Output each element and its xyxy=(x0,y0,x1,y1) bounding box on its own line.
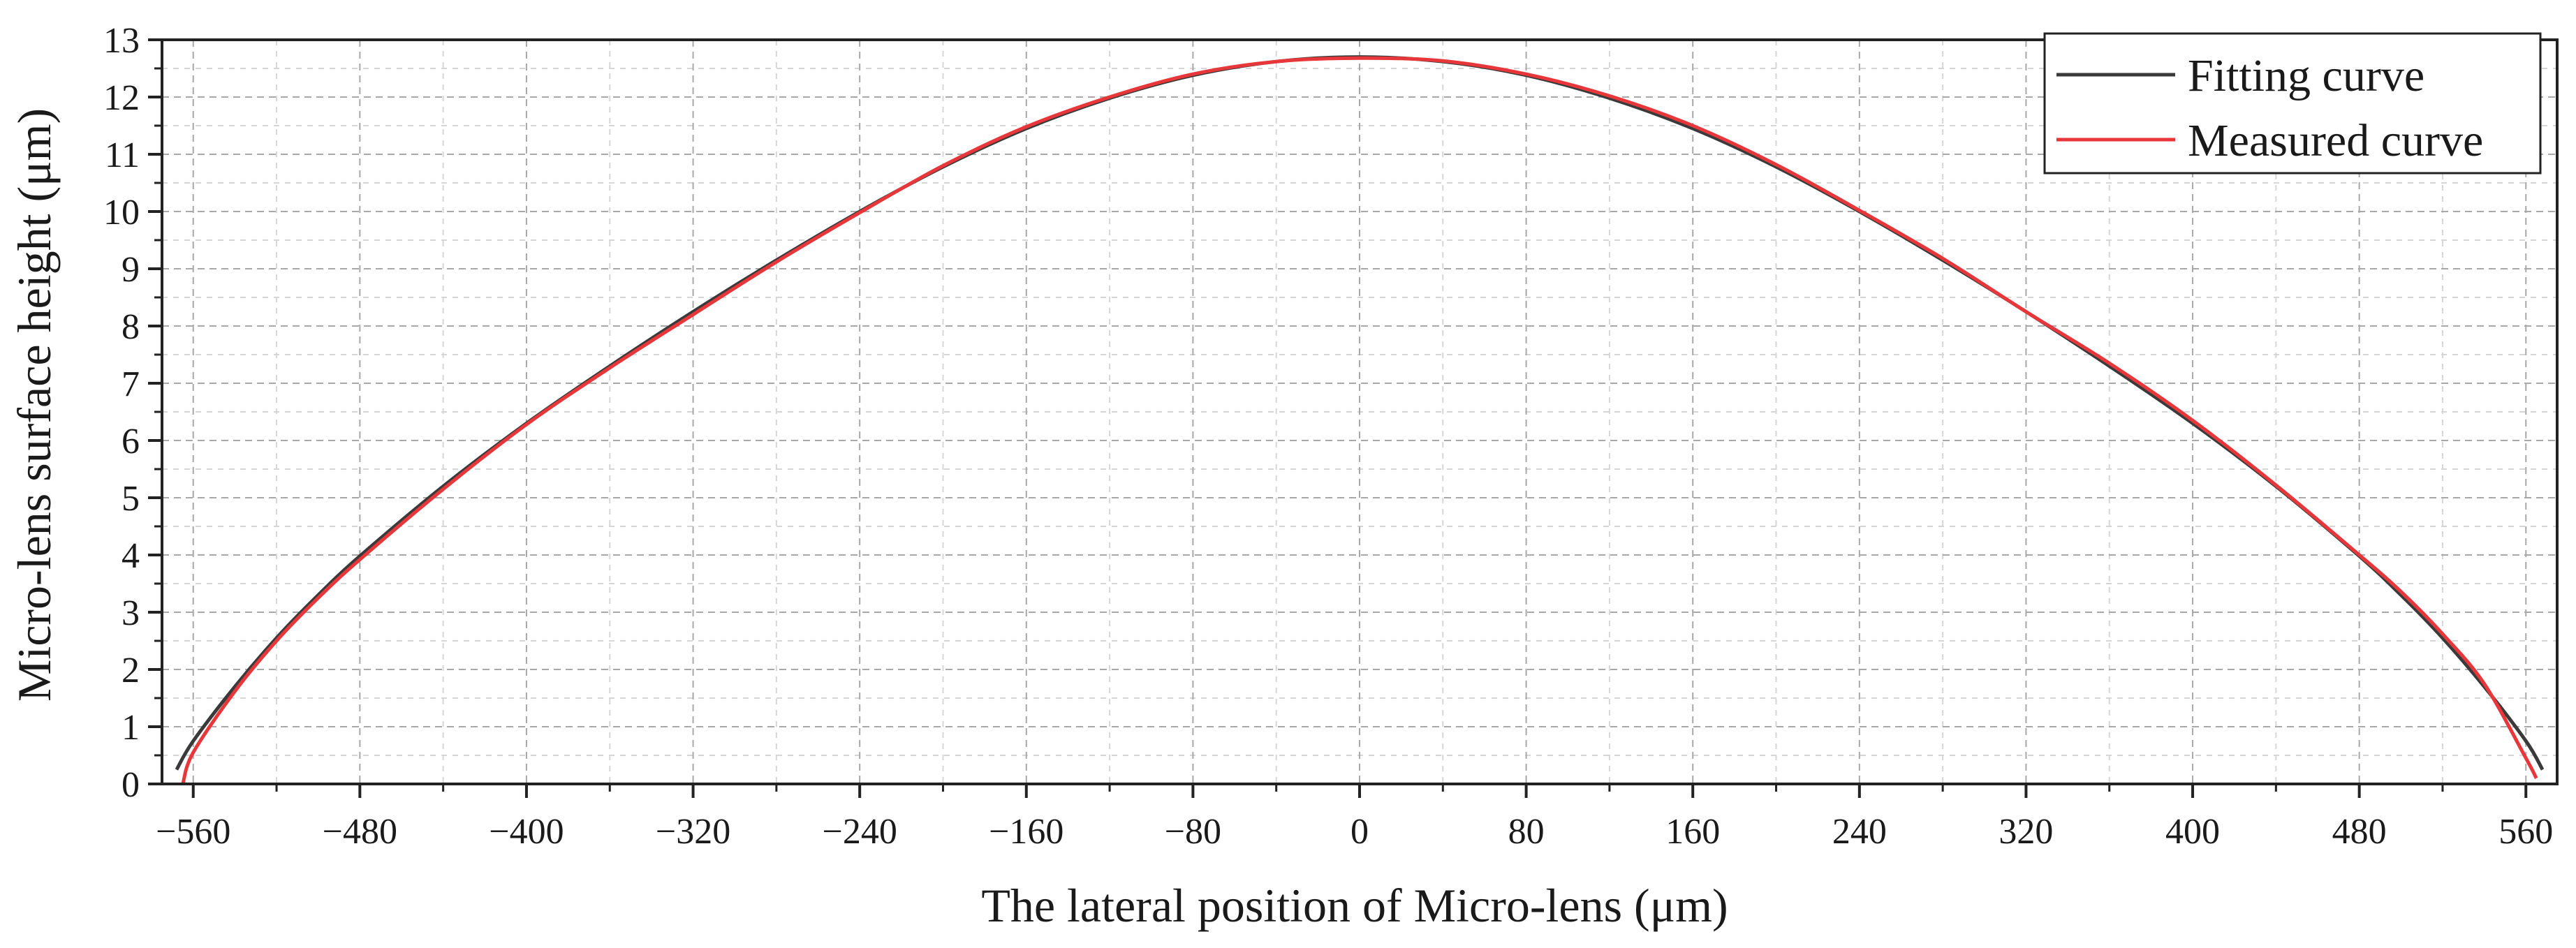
series-line-measured-curve xyxy=(181,56,2538,785)
x-tick-label: −240 xyxy=(823,812,897,852)
x-tick-label: −480 xyxy=(323,812,397,852)
y-tick-label: 3 xyxy=(122,593,140,633)
x-tick-label: 560 xyxy=(2498,812,2553,852)
tick-labels: −560 −480 −400 −320 −240 −160 −80 0 80 160 240 320 4… xyxy=(103,21,2553,852)
x-tick-label: −400 xyxy=(489,812,564,852)
legend-label-measured: Measured curve xyxy=(2188,115,2483,166)
y-tick-label: 7 xyxy=(122,364,140,404)
y-tick-label: 9 xyxy=(122,250,140,290)
x-tick-label: 320 xyxy=(1999,812,2053,852)
y-tick-label: 12 xyxy=(103,78,140,118)
series-layer xyxy=(175,55,2545,785)
legend-box xyxy=(2043,32,2542,175)
y-axis-title: Micro-lens surface height (μm) xyxy=(8,108,61,702)
legend-label-fitting: Fitting curve xyxy=(2188,50,2424,101)
x-tick-label: −320 xyxy=(656,812,730,852)
y-tick-label: 10 xyxy=(103,193,140,232)
x-tick-label: 160 xyxy=(1665,812,1720,852)
x-axis-title: The lateral position of Micro-lens (μm) xyxy=(981,879,1728,932)
y-tick-label: 0 xyxy=(122,765,140,805)
ticks xyxy=(148,38,2528,798)
x-tick-label: −560 xyxy=(156,812,230,852)
y-tick-label: 11 xyxy=(105,135,140,175)
x-tick-label: 400 xyxy=(2165,812,2220,852)
y-tick-label: 2 xyxy=(122,651,140,690)
x-tick-label: −160 xyxy=(989,812,1063,852)
legend: Fitting curve Measured curve xyxy=(2043,32,2542,175)
y-tick-label: 13 xyxy=(103,21,140,61)
x-tick-label: 240 xyxy=(1832,812,1887,852)
x-tick-label: −80 xyxy=(1165,812,1221,852)
x-tick-label: 0 xyxy=(1350,812,1369,852)
y-tick-label: 6 xyxy=(122,422,140,461)
x-tick-label: 480 xyxy=(2332,812,2387,852)
x-tick-label: 80 xyxy=(1508,812,1545,852)
y-tick-label: 4 xyxy=(122,536,140,576)
y-tick-label: 5 xyxy=(122,479,140,519)
y-tick-label: 1 xyxy=(122,708,140,748)
y-tick-label: 8 xyxy=(122,307,140,347)
